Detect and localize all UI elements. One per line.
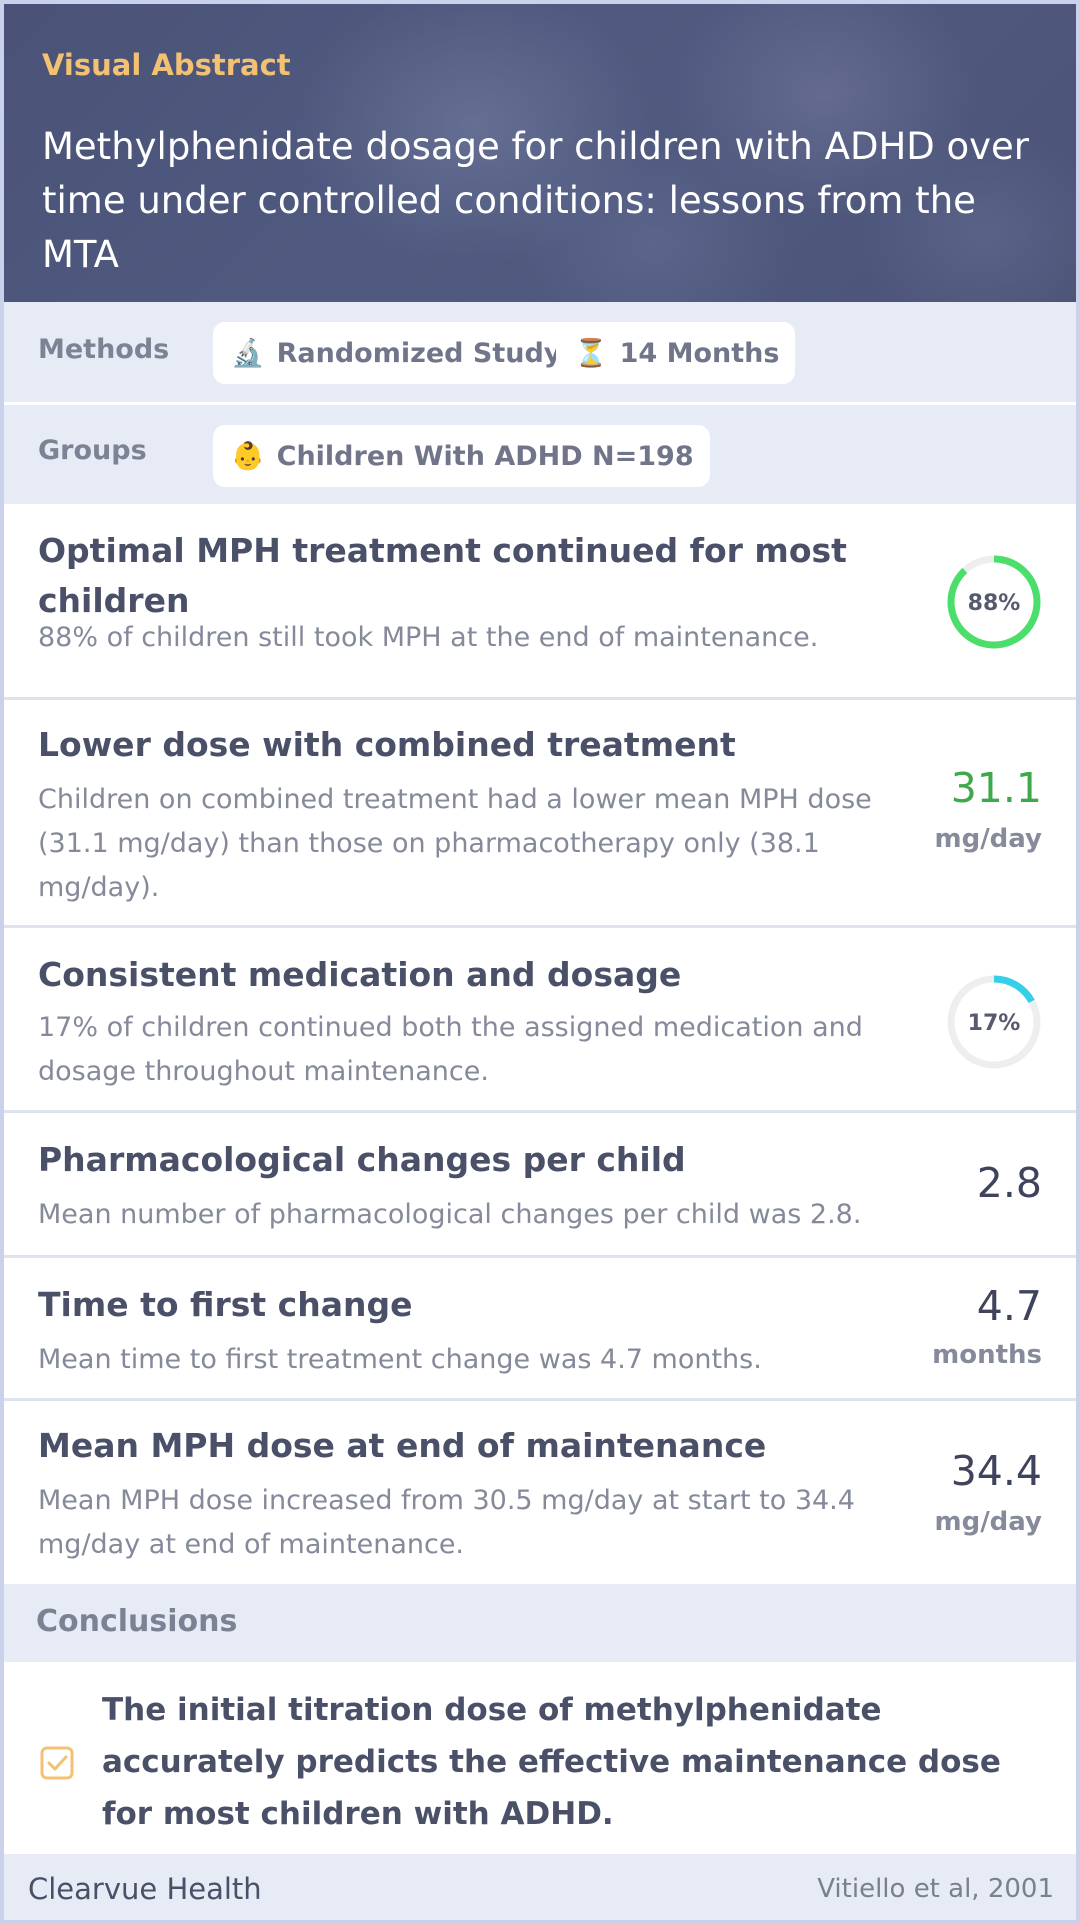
stat-value: 2.8 <box>976 1159 1042 1207</box>
finding-title: Pharmacological changes per child <box>38 1140 686 1179</box>
finding-consistent-medication: Consistent medication and dosage 17% of … <box>4 928 1076 1113</box>
ring-label: 88% <box>968 591 1021 616</box>
methods-row: Methods 🔬 Randomized Study ⏳ 14 Months <box>4 302 1076 402</box>
groups-row: Groups 👶 Children With ADHD N=198 <box>4 405 1076 504</box>
finding-description: Mean number of pharmacological changes p… <box>38 1199 862 1230</box>
finding-description: 88% of children still took MPH at the en… <box>38 622 819 653</box>
ring-label: 17% <box>968 1011 1021 1036</box>
chip-label: Randomized Study <box>276 337 562 369</box>
hourglass-icon: ⏳ <box>574 338 608 369</box>
checkbox-checked-icon <box>40 1746 74 1780</box>
stat-unit: mg/day <box>934 824 1042 854</box>
finding-title: Consistent medication and dosage <box>38 955 682 994</box>
chip-label: 14 Months <box>619 337 780 369</box>
divider <box>4 402 1076 405</box>
finding-description: Mean time to first treatment change was … <box>38 1344 762 1375</box>
chip-label: Children With ADHD N=198 <box>276 440 694 472</box>
child-icon: 👶 <box>231 441 265 472</box>
header-banner: Visual Abstract Methylphenidate dosage f… <box>4 4 1076 302</box>
page-title: Methylphenidate dosage for children with… <box>42 125 1030 276</box>
chip-group: 👶 Children With ADHD N=198 <box>213 425 710 487</box>
stat-unit: mg/day <box>934 1507 1042 1537</box>
footer: Clearvue Health Vitiello et al, 2001 <box>4 1854 1076 1920</box>
stat-value: 34.4 <box>950 1447 1042 1495</box>
finding-description: Children on combined treatment had a low… <box>38 784 872 903</box>
chip-duration: ⏳ 14 Months <box>556 322 796 384</box>
finding-title: Optimal MPH treatment continued for most… <box>38 531 847 620</box>
brand-name: Clearvue Health <box>28 1872 262 1906</box>
finding-title: Mean MPH dose at end of maintenance <box>38 1426 767 1465</box>
header-kicker: Visual Abstract <box>42 48 291 82</box>
citation: Vitiello et al, 2001 <box>817 1874 1054 1904</box>
conclusions-header: Conclusions <box>4 1584 1076 1662</box>
groups-label: Groups <box>38 435 147 466</box>
stat-value: 4.7 <box>976 1282 1042 1330</box>
stat-unit: months <box>932 1340 1042 1370</box>
stat-value: 31.1 <box>950 764 1042 812</box>
progress-arc <box>947 555 1041 649</box>
chip-randomized-study: 🔬 Randomized Study <box>213 322 578 384</box>
conclusions-body: The initial titration dose of methylphen… <box>4 1662 1076 1854</box>
finding-mean-dose-end: Mean MPH dose at end of maintenance Mean… <box>4 1401 1076 1584</box>
progress-ring-88: 88% <box>947 555 1041 649</box>
finding-mph-continued: Optimal MPH treatment continued for most… <box>4 504 1076 700</box>
finding-title: Lower dose with combined treatment <box>38 725 736 764</box>
conclusions-label: Conclusions <box>36 1604 238 1639</box>
finding-description: Mean MPH dose increased from 30.5 mg/day… <box>38 1485 855 1560</box>
progress-arc <box>947 975 1041 1069</box>
methods-label: Methods <box>38 334 170 365</box>
microscope-icon: 🔬 <box>231 338 265 369</box>
progress-ring-17: 17% <box>947 975 1041 1069</box>
finding-description: 17% of children continued both the assig… <box>38 1012 863 1087</box>
finding-time-to-first-change: Time to first change Mean time to first … <box>4 1258 1076 1401</box>
conclusion-text: The initial titration dose of methylphen… <box>102 1692 1001 1832</box>
finding-title: Time to first change <box>38 1285 413 1324</box>
finding-lower-dose: Lower dose with combined treatment Child… <box>4 700 1076 928</box>
finding-pharmacological-changes: Pharmacological changes per child Mean n… <box>4 1113 1076 1258</box>
